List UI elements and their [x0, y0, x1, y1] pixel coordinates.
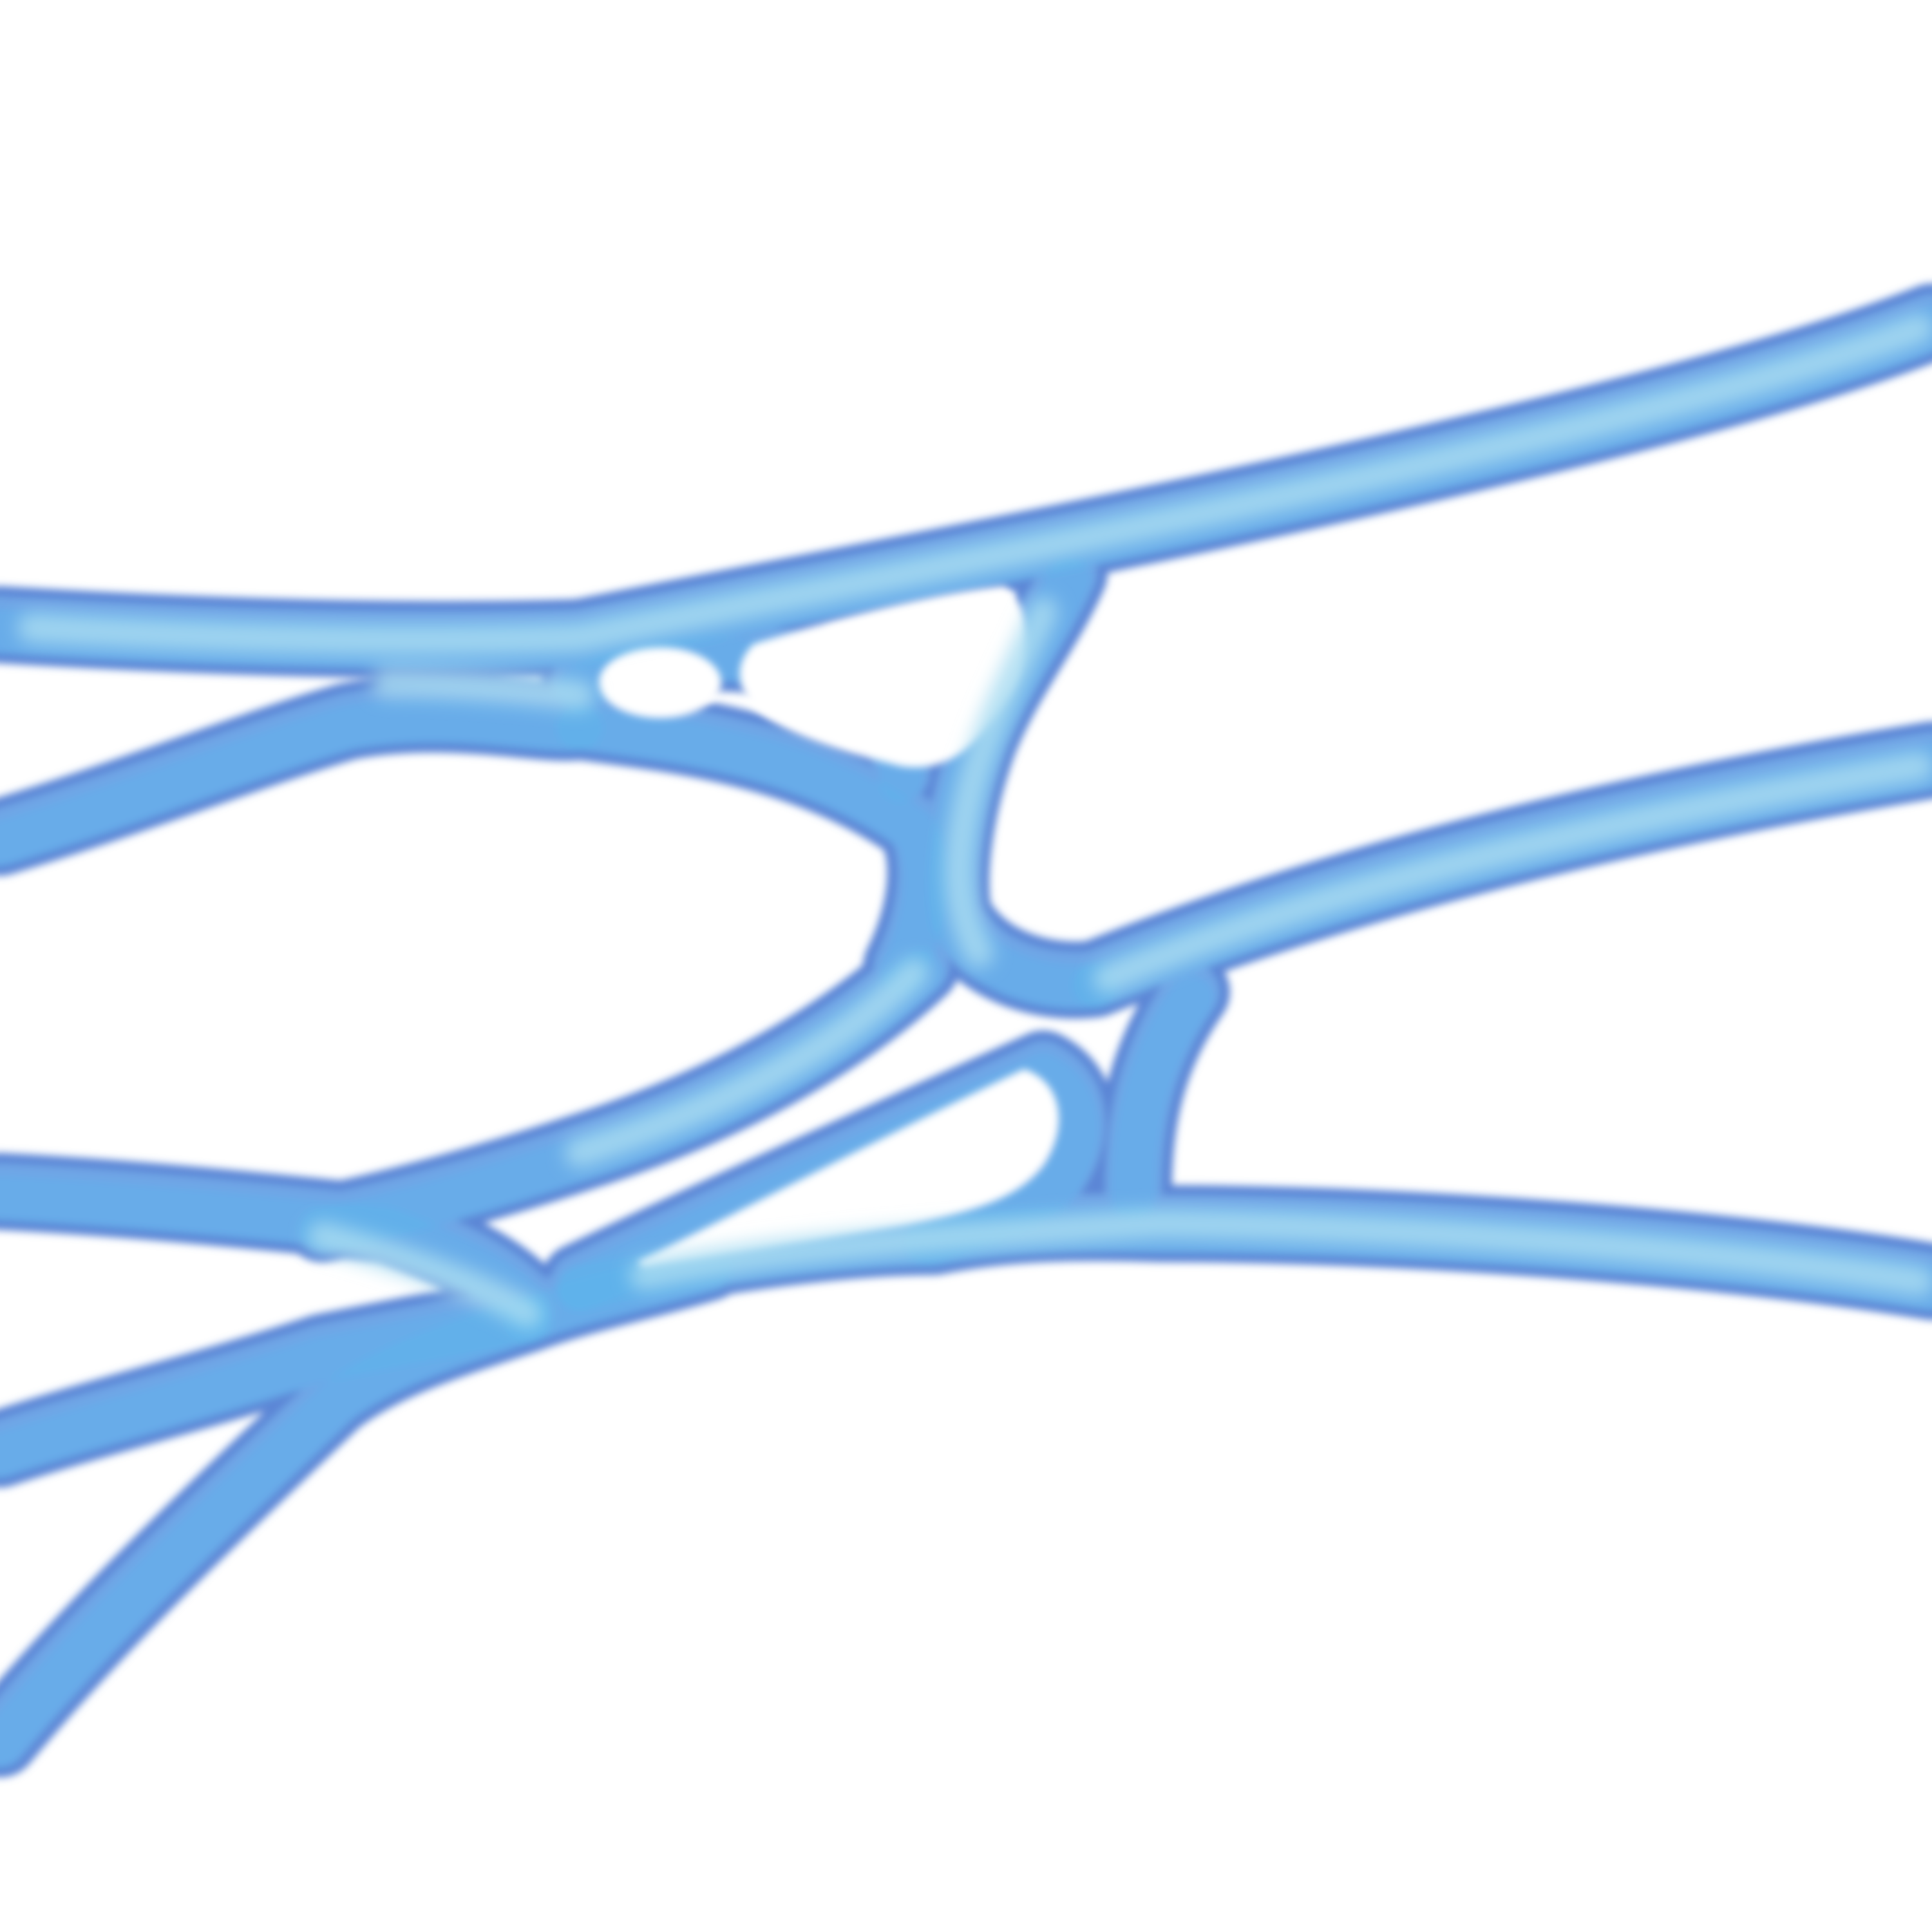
- vessel-top-left-lower-glow: [0, 697, 602, 866]
- vessel-bottom-left-branch-glow: [0, 1298, 551, 1768]
- core-bottom-long: [629, 1209, 1932, 1296]
- core-junction-left: [307, 1222, 543, 1329]
- core-right-mid: [1093, 752, 1932, 994]
- opening-top-middle: [739, 586, 1027, 768]
- vessel-body-layer: [0, 294, 1932, 1767]
- vessel-group: [0, 283, 1932, 1777]
- core-junction-top-left: [372, 668, 594, 710]
- vessel-core-highlights: [17, 314, 1932, 1329]
- core-center-diagonal: [565, 958, 929, 1168]
- vessel-right-mid-drop-glow: [1111, 976, 1214, 1220]
- core-center-vertical: [944, 597, 1058, 968]
- vessel-upper-mid-glow: [557, 705, 949, 995]
- core-top-long: [17, 314, 1932, 656]
- opening-lower-wedge: [638, 1069, 1059, 1269]
- vessel-openings: [599, 586, 1059, 1269]
- opening-small-left: [599, 647, 721, 718]
